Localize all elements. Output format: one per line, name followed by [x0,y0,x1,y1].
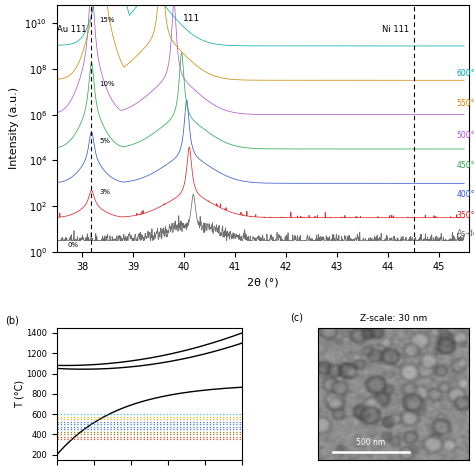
Text: 350°C: 350°C [456,211,474,220]
Text: Au 111: Au 111 [57,26,86,35]
Text: 111: 111 [183,14,201,23]
Text: 550°C: 550°C [456,99,474,108]
Text: (b): (b) [5,315,19,325]
Text: Z-scale: 30 nm: Z-scale: 30 nm [360,314,427,323]
Text: 450°C: 450°C [456,161,474,170]
Text: 500 nm: 500 nm [356,438,385,447]
Text: 10%: 10% [99,81,115,87]
Text: 400°C: 400°C [456,190,474,199]
Text: 0%: 0% [68,242,79,248]
Text: 15%: 15% [99,17,115,23]
Text: As-dep.: As-dep. [456,229,474,238]
Text: 600°C: 600°C [456,69,474,78]
Text: 3%: 3% [99,189,110,195]
Text: Ni 111: Ni 111 [382,26,409,35]
X-axis label: 2θ (°): 2θ (°) [247,277,279,287]
Text: (c): (c) [291,313,303,323]
Text: 500°C: 500°C [456,131,474,140]
Text: 5%: 5% [99,138,110,145]
Y-axis label: Intensity (a.u.): Intensity (a.u.) [9,87,19,169]
Y-axis label: T (°C): T (°C) [15,380,25,408]
